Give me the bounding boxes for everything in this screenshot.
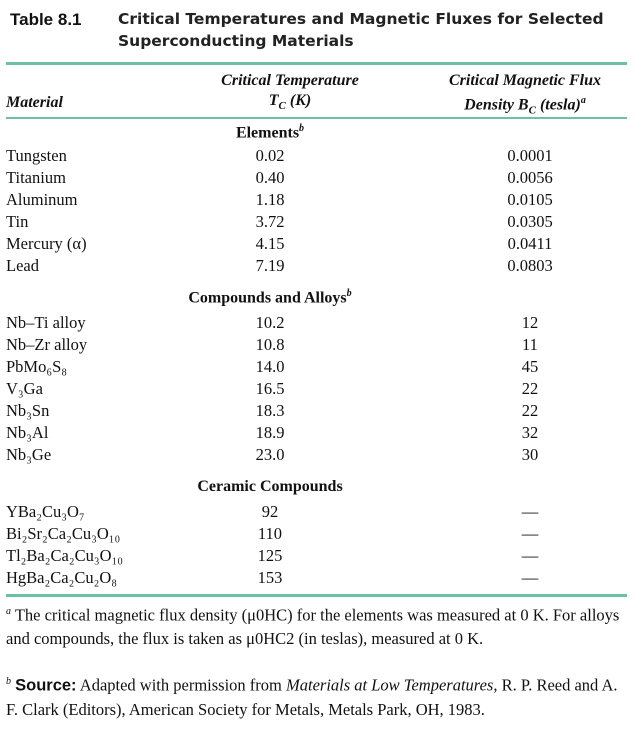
table-row: Bi₂Sr₂Ca₂Cu₃O₁₀ 110 —: [0, 524, 637, 546]
cell-bc: 45: [521, 357, 539, 376]
table-row: Aluminum 1.18 0.0105: [0, 190, 637, 212]
table-title-line-1: Critical Temperatures and Magnetic Fluxe…: [118, 10, 604, 28]
table-row: Nb₃Ge 23.0 30: [0, 445, 637, 467]
footnote-b-label: Source:: [15, 676, 77, 695]
cell-material: Aluminum: [6, 190, 78, 209]
header-tc-line-2: TC (K): [268, 92, 312, 113]
cell-bc: —: [521, 568, 539, 587]
table-row: Nb–Ti alloy 10.2 12: [0, 313, 637, 335]
cell-tc: 92: [261, 502, 279, 521]
cell-tc: 10.2: [255, 313, 285, 332]
cell-bc: 0.0803: [507, 256, 553, 275]
table-title-line-2: Superconducting Materials: [118, 32, 354, 50]
cell-tc: 23.0: [255, 445, 285, 464]
header-rule: [6, 117, 627, 119]
cell-bc: 0.0001: [507, 146, 553, 165]
cell-tc: 14.0: [255, 357, 285, 376]
header-critical-flux: Critical Magnetic Flux Density BC (tesla…: [415, 71, 635, 121]
cell-material: V₃Ga: [6, 379, 43, 398]
table-row: V₃Ga 16.5 22: [0, 379, 637, 401]
table-row: Tungsten 0.02 0.0001: [0, 146, 637, 168]
top-rule: [6, 62, 627, 65]
header-bc-note: a: [580, 95, 586, 106]
header-tc-line-1: Critical Temperature: [221, 72, 359, 89]
cell-material: Tin: [6, 212, 29, 231]
cell-bc: 11: [522, 335, 538, 354]
cell-bc: 0.0105: [507, 190, 553, 209]
footnote-b-text-2: R. P. Reed and A. F. Clark (Editors), Am…: [6, 675, 618, 719]
table-row: Nb–Zr alloy 10.8 11: [0, 335, 637, 357]
section-title-ceramic-compounds: Ceramic Compounds: [197, 478, 343, 495]
table-row: YBa₂Cu₃O₇ 92 —: [0, 502, 637, 524]
cell-bc: 22: [521, 401, 539, 420]
cell-tc: 10.8: [255, 335, 285, 354]
cell-material: Nb₃Al: [6, 423, 49, 442]
cell-material: Nb₃Ge: [6, 445, 52, 464]
cell-tc: 1.18: [255, 190, 285, 209]
cell-tc: 18.9: [255, 423, 285, 442]
cell-material: Nb–Zr alloy: [6, 335, 88, 354]
table-row: HgBa₂Ca₂Cu₂O₈ 153 —: [0, 568, 637, 590]
bottom-rule: [6, 594, 627, 597]
cell-tc: 0.40: [255, 168, 285, 187]
cell-material: Lead: [6, 256, 39, 275]
cell-bc: 0.0056: [507, 168, 553, 187]
cell-tc: 125: [257, 546, 283, 565]
cell-bc: 0.0411: [507, 234, 553, 253]
cell-bc: 32: [521, 423, 539, 442]
cell-bc: 12: [521, 313, 539, 332]
cell-material: Mercury (α): [6, 234, 87, 253]
cell-tc: 110: [257, 524, 283, 543]
footnote-b-mark: b: [6, 676, 11, 687]
cell-material: PbMo₆S₈: [6, 357, 68, 376]
cell-tc: 7.19: [255, 256, 285, 275]
cell-material: YBa₂Cu₃O₇: [6, 502, 85, 521]
table-number: Table 8.1: [10, 10, 82, 29]
cell-tc: 18.3: [255, 401, 285, 420]
cell-bc: 30: [521, 445, 539, 464]
table-row: Tl₂Ba₂Ca₂Cu₃O₁₀ 125 —: [0, 546, 637, 568]
cell-bc: —: [521, 546, 539, 565]
cell-material: HgBa₂Ca₂Cu₂O₈: [6, 568, 118, 587]
section-title-compounds-alloys: Compounds and Alloysb: [188, 288, 352, 307]
cell-tc: 4.15: [255, 234, 285, 253]
cell-tc: 0.02: [255, 146, 285, 165]
cell-material: Tl₂Ba₂Ca₂Cu₃O₁₀: [6, 546, 124, 565]
table-row: Titanium 0.40 0.0056: [0, 168, 637, 190]
section-title-elements: Elementsb: [235, 123, 305, 142]
table-caption: Table 8.1 Critical Temperatures and Magn…: [6, 6, 631, 60]
table-row: Lead 7.19 0.0803: [0, 256, 637, 278]
cell-bc: —: [521, 524, 539, 543]
cell-tc: 3.72: [255, 212, 285, 231]
cell-bc: 22: [521, 379, 539, 398]
table-title: Critical Temperatures and Magnetic Fluxe…: [118, 8, 631, 52]
header-bc-line-2: Density BC (tesla)a: [464, 95, 586, 117]
table-row: Nb₃Al 18.9 32: [0, 423, 637, 445]
table-row: PbMo₆S₈ 14.0 45: [0, 357, 637, 379]
cell-material: Titanium: [6, 168, 66, 187]
table-row: Tin 3.72 0.0305: [0, 212, 637, 234]
cell-material: Nb₃Sn: [6, 401, 50, 420]
cell-bc: —: [521, 502, 539, 521]
cell-tc: 16.5: [255, 379, 285, 398]
footnote-b: b Source: Adapted with permission from M…: [6, 670, 627, 721]
header-critical-temperature: Critical Temperature TC (K): [185, 71, 395, 116]
cell-material: Tungsten: [6, 146, 67, 165]
footnote-a: a The critical magnetic flux density (μ0…: [6, 600, 627, 650]
table-row: Nb₃Sn 18.3 22: [0, 401, 637, 423]
cell-material: Nb–Ti alloy: [6, 313, 86, 332]
footnote-a-text: The critical magnetic flux density (μ0HC…: [6, 605, 620, 648]
cell-tc: 153: [257, 568, 283, 587]
footnote-b-book-title: Materials at Low Temperatures,: [286, 675, 498, 695]
footnote-a-mark: a: [6, 606, 11, 617]
footnote-b-text-1: Adapted with permission from: [79, 675, 282, 695]
cell-material: Bi₂Sr₂Ca₂Cu₃O₁₀: [6, 524, 121, 543]
cell-bc: 0.0305: [507, 212, 553, 231]
header-material: Material: [6, 94, 63, 111]
header-bc-line-1: Critical Magnetic Flux: [448, 72, 601, 89]
table-row: Mercury (α) 4.15 0.0411: [0, 234, 637, 256]
